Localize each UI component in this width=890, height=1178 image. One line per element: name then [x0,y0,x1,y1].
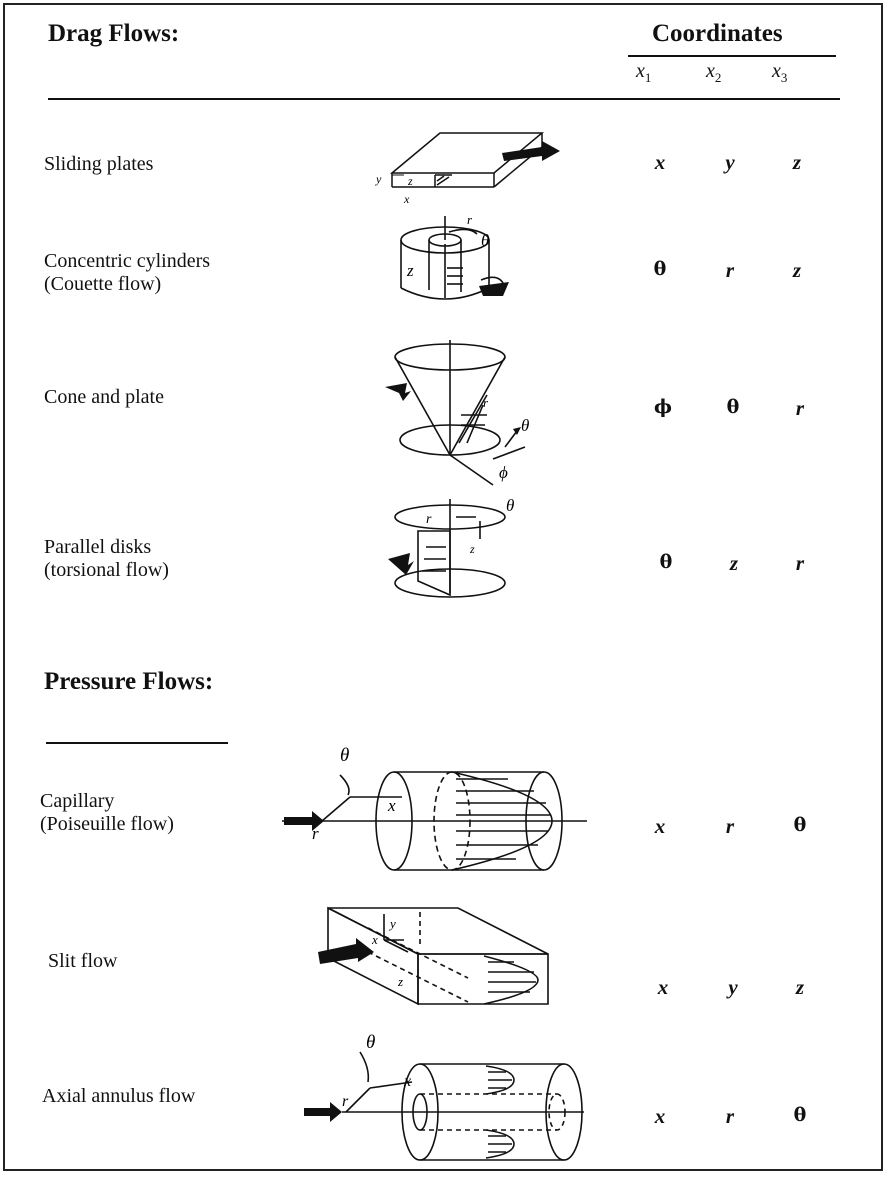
fig-label-theta: θ [366,1032,375,1053]
coord-couette-x2: r [725,258,735,282]
fig-label-z: z [407,174,413,188]
coord-sliding-x2: y [725,150,735,174]
coord-cone-x2: θ [726,396,740,418]
coord-slit-x2: y [728,975,738,999]
row-sublabel-poiseuille: (Poiseuille flow) [40,813,174,835]
coord-disks-x1: θ [659,551,673,573]
fig-label-theta: θ [340,745,349,766]
x2-header: x2 [706,60,722,85]
coord-sliding-x1: x [654,150,666,174]
fig-label-r: r [426,512,432,527]
row-label-cone-and-plate: Cone and plate [44,386,164,408]
coord-sliding-x3: z [792,150,802,174]
axial-annulus-diagram: θ r x [304,1032,584,1161]
row-label-concentric-cylinders: Concentric cylinders [44,250,211,272]
coord-slit-x1: x [657,975,669,999]
fig-label-x: x [403,192,410,206]
fig-label-x: x [403,1073,411,1090]
coord-annulus-x3: θ [793,1104,807,1126]
fig-label-theta: θ [506,496,514,515]
coord-annulus-x2: r [725,1104,735,1128]
pressure-rule [46,742,228,744]
row-label-axial-annulus: Axial annulus flow [42,1085,196,1107]
row-label-capillary: Capillary [40,790,115,812]
x3-header: x3 [772,60,788,85]
coord-capillary-x3: θ [793,814,807,836]
fig-label-z: z [397,974,403,989]
row-label-slit-flow: Slit flow [48,950,118,972]
page-frame [3,3,883,1171]
coord-disks-x3: r [795,551,805,575]
couette-cylinders-diagram: r θ z [400,212,509,300]
cone-and-plate-diagram: r θ ϕ [385,340,529,486]
fig-label-y: y [388,916,396,931]
coordinates-underline [628,55,836,57]
coord-capillary-x1: x [654,814,666,838]
fig-label-r: r [483,395,489,410]
row-sublabel-torsional: (torsional flow) [44,559,169,581]
coord-slit-x3: z [795,975,805,999]
coord-cone-x1: ϕ [654,396,672,418]
fig-label-theta: θ [481,231,489,250]
fig-label-z: z [469,542,475,556]
coord-couette-x1: θ [653,258,667,280]
drag-flows-heading: Drag Flows: [48,20,180,47]
coord-disks-x2: z [729,551,739,575]
header-rule [48,98,840,100]
parallel-disks-diagram: r θ z [388,496,514,598]
fig-label-x: x [371,932,378,947]
fig-label-phi: ϕ [499,463,508,482]
fig-label-z: z [406,261,414,280]
fig-label-r: r [342,1093,349,1110]
capillary-diagram: θ r x [282,745,587,871]
fig-label-x: x [387,796,396,815]
row-sublabel-couette: (Couette flow) [44,273,162,295]
fig-label-y: y [375,172,382,186]
coord-capillary-x2: r [725,814,735,838]
coord-annulus-x1: x [654,1104,666,1128]
slit-flow-diagram: y x z [318,906,549,1006]
coord-cone-x3: r [795,396,805,420]
fig-label-r: r [467,212,473,227]
fig-label-theta: θ [521,416,529,435]
coord-couette-x3: z [792,258,802,282]
x1-header: x1 [636,60,652,85]
row-label-parallel-disks: Parallel disks [44,536,152,558]
fig-label-r: r [312,824,319,843]
pressure-flows-heading: Pressure Flows: [44,668,214,695]
row-label-sliding-plates: Sliding plates [44,153,154,175]
sliding-plates-diagram: y z x [375,132,560,206]
coordinates-heading: Coordinates [652,20,783,47]
